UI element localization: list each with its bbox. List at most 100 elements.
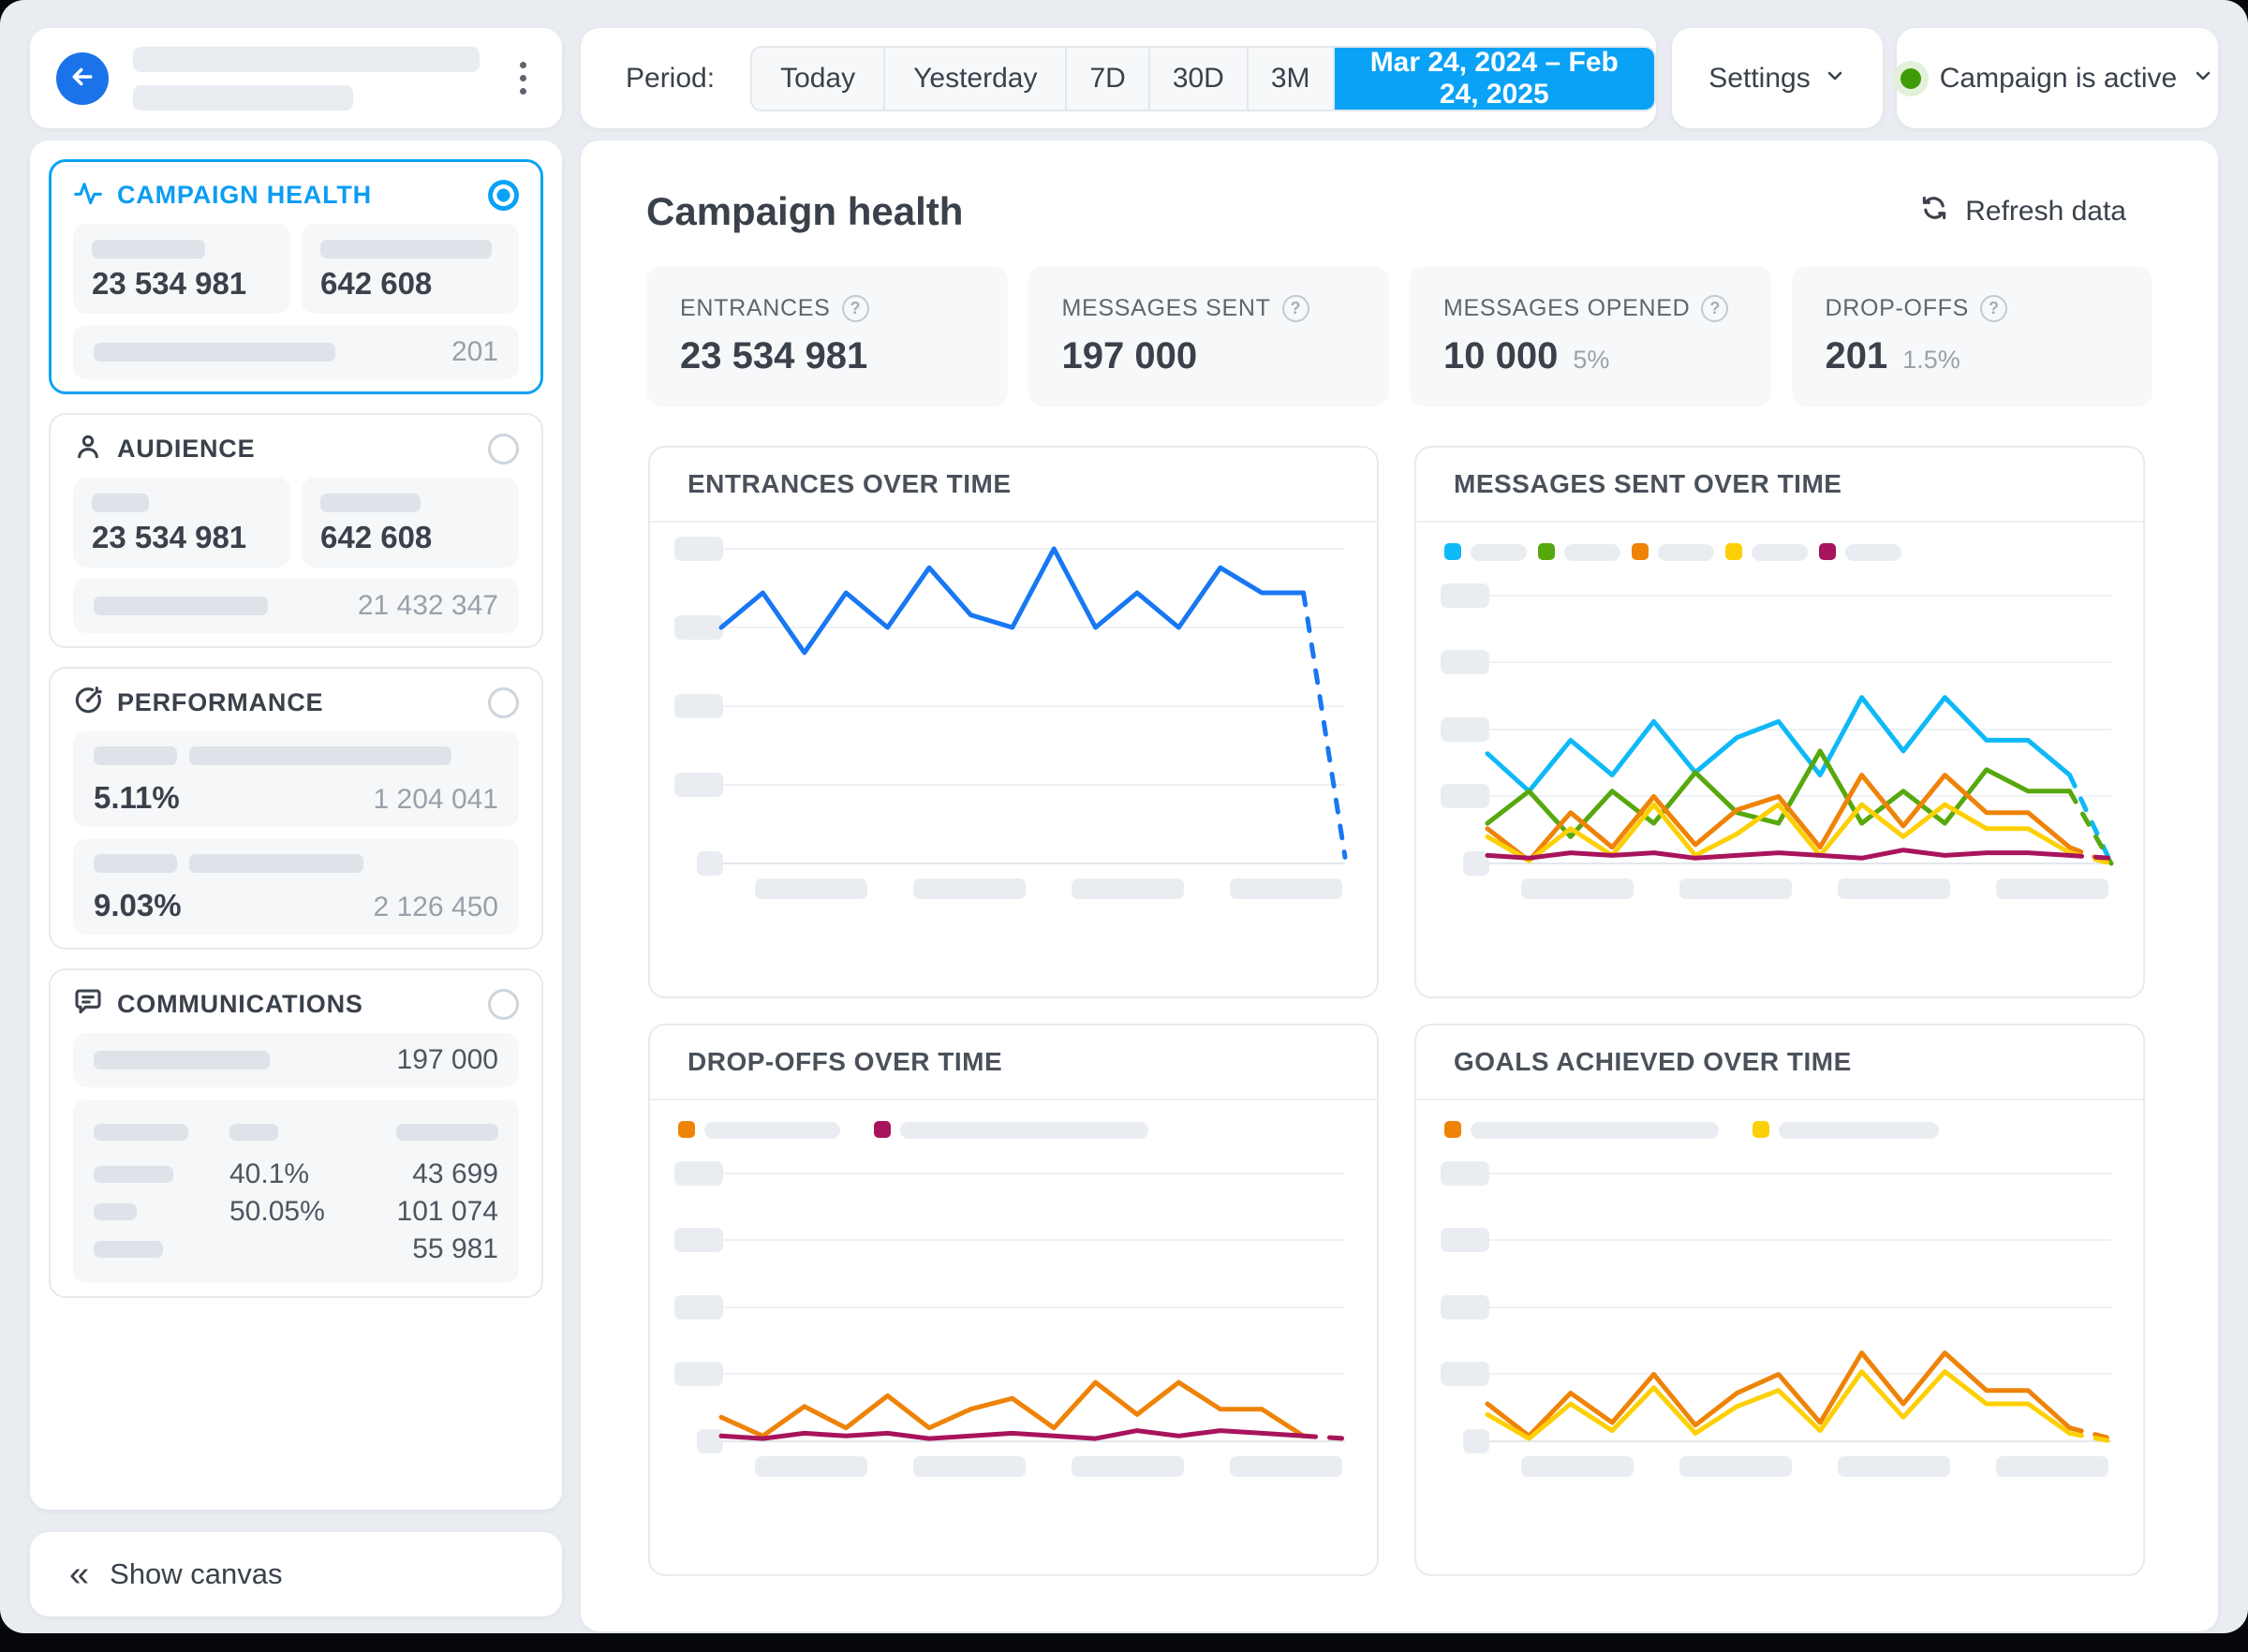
table-value: 43 699	[412, 1158, 498, 1189]
person-icon	[73, 432, 103, 466]
sidebar-item-campaign-health[interactable]: CAMPAIGN HEALTH 23 534 981 642 608 201	[49, 159, 543, 394]
period-today-button[interactable]: Today	[752, 47, 886, 110]
period-3m-button[interactable]: 3M	[1248, 47, 1335, 110]
arrow-left-icon	[68, 63, 96, 94]
stat-row: 197 000	[73, 1033, 519, 1087]
stat-percent: 9.03%	[94, 888, 182, 922]
skeleton-label	[94, 1166, 173, 1183]
skeleton-line	[133, 46, 480, 72]
settings-dropdown[interactable]: Settings	[1672, 28, 1883, 128]
stat-box: 5.11% 1 204 041	[73, 731, 519, 827]
sidebar-item-communications[interactable]: COMMUNICATIONS 197 000 40.1% 43 699	[49, 968, 543, 1298]
chart-svg	[1441, 543, 2114, 899]
stat-value: 642 608	[320, 520, 433, 554]
chart-title: GOALS ACHIEVED OVER TIME	[1416, 1025, 2143, 1100]
skeleton-label	[229, 1124, 278, 1141]
skeleton-label	[94, 746, 177, 765]
skeleton-label	[94, 1241, 163, 1258]
table-value: 55 981	[412, 1233, 498, 1264]
table-row: 40.1% 43 699	[94, 1156, 498, 1193]
communications-radio[interactable]	[488, 988, 519, 1020]
stat-row-value: 201	[451, 336, 498, 367]
stat-percent: 5.11%	[94, 780, 180, 815]
sidebar-item-audience[interactable]: AUDIENCE 23 534 981 642 608 21 432 347	[49, 413, 543, 648]
skeleton-label	[189, 854, 363, 873]
period-selector-card: Period: Today Yesterday 7D 30D 3M Mar 24…	[581, 28, 1656, 128]
period-7d-button[interactable]: 7D	[1067, 47, 1150, 110]
chat-bubble-icon	[73, 987, 103, 1022]
skeleton-label	[92, 494, 149, 512]
period-yesterday-button[interactable]: Yesterday	[885, 47, 1068, 110]
stat-box: 9.03% 2 126 450	[73, 839, 519, 935]
stat-value: 2 126 450	[373, 892, 498, 922]
skeleton-label	[320, 240, 492, 258]
show-canvas-button[interactable]: « Show canvas	[30, 1532, 562, 1616]
campaign-status-label: Campaign is active	[1939, 62, 2178, 94]
goals-achieved-over-time-chart: GOALS ACHIEVED OVER TIME	[1414, 1024, 2145, 1576]
campaign-status-dropdown[interactable]: Campaign is active	[1897, 28, 2218, 128]
kpi-entrances: ENTRANCES ? 23 534 981	[646, 266, 1008, 406]
period-date-range-button[interactable]: Mar 24, 2024 – Feb 24, 2025	[1334, 47, 1654, 110]
stat-box: 642 608	[302, 478, 519, 568]
kpi-sub-value: 5%	[1573, 346, 1610, 374]
chevron-down-icon	[1824, 65, 1846, 92]
chart-title: DROP-OFFS OVER TIME	[650, 1025, 1377, 1100]
skeleton-label	[320, 494, 421, 512]
kpi-value: 23 534 981	[680, 335, 868, 376]
performance-radio[interactable]	[488, 686, 519, 718]
main-panel: Campaign health Refresh data ENTRANCES ?…	[581, 140, 2218, 1631]
skeleton-line	[133, 84, 353, 111]
audience-radio[interactable]	[488, 433, 519, 465]
help-icon[interactable]: ?	[1701, 295, 1729, 322]
sidebar: CAMPAIGN HEALTH 23 534 981 642 608 201	[30, 140, 562, 1510]
kpi-value: 10 000	[1443, 335, 1559, 376]
campaign-title-card	[30, 28, 562, 128]
stat-value: 23 534 981	[92, 266, 247, 301]
help-icon[interactable]: ?	[1980, 295, 2008, 322]
table-percent: 40.1%	[229, 1158, 310, 1189]
refresh-label: Refresh data	[1965, 196, 2126, 227]
stat-value: 642 608	[320, 266, 433, 301]
sidebar-card-title: CAMPAIGN HEALTH	[117, 180, 372, 209]
stat-value: 23 534 981	[92, 520, 247, 554]
kpi-label: MESSAGES SENT	[1061, 295, 1271, 321]
drop-offs-over-time-chart: DROP-OFFS OVER TIME	[648, 1024, 1379, 1576]
activity-icon	[73, 178, 103, 213]
refresh-data-button[interactable]: Refresh data	[1918, 192, 2126, 231]
double-chevron-left-icon: «	[69, 1555, 90, 1594]
campaign-title-skeleton	[133, 46, 510, 111]
skeleton-label	[94, 1051, 270, 1069]
campaign-health-radio[interactable]	[488, 179, 519, 211]
skeleton-label	[94, 1124, 188, 1141]
show-canvas-label: Show canvas	[110, 1557, 283, 1590]
period-label: Period:	[626, 62, 716, 94]
messages-sent-over-time-chart: MESSAGES SENT OVER TIME	[1414, 446, 2145, 998]
stat-row: 21 432 347	[73, 579, 519, 633]
chart-title: ENTRANCES OVER TIME	[650, 448, 1377, 523]
stat-row-value: 21 432 347	[357, 590, 498, 621]
sidebar-card-title: COMMUNICATIONS	[117, 989, 363, 1018]
chart-svg	[1441, 1121, 2114, 1477]
help-icon[interactable]: ?	[841, 295, 869, 322]
stat-value: 1 204 041	[373, 784, 498, 815]
stat-box: 642 608	[302, 224, 519, 314]
charts-grid: ENTRANCES OVER TIME MESSAGES SENT OVER T…	[581, 406, 2218, 1576]
sidebar-card-title: AUDIENCE	[117, 434, 256, 463]
period-30d-button[interactable]: 30D	[1149, 47, 1249, 110]
back-button[interactable]	[56, 52, 109, 105]
skeleton-label	[189, 746, 451, 765]
stat-row-value: 197 000	[396, 1044, 498, 1075]
kebab-menu-icon[interactable]	[510, 56, 536, 100]
chart-title: MESSAGES SENT OVER TIME	[1416, 448, 2143, 523]
entrances-over-time-chart: ENTRANCES OVER TIME	[648, 446, 1379, 998]
sidebar-item-performance[interactable]: PERFORMANCE 5.11% 1 204 041	[49, 667, 543, 950]
kpi-value: 197 000	[1061, 335, 1198, 376]
status-dot-icon	[1900, 67, 1921, 89]
communications-table: 40.1% 43 699 50.05% 101 074 55 981	[73, 1099, 519, 1283]
kpi-sub-value: 1.5%	[1902, 346, 1960, 374]
kpi-row: ENTRANCES ? 23 534 981 MESSAGES SENT ? 1…	[581, 234, 2218, 406]
chart-svg	[674, 537, 1348, 899]
help-icon[interactable]: ?	[1281, 295, 1309, 322]
period-button-group: Today Yesterday 7D 30D 3M Mar 24, 2024 –…	[750, 45, 1656, 111]
